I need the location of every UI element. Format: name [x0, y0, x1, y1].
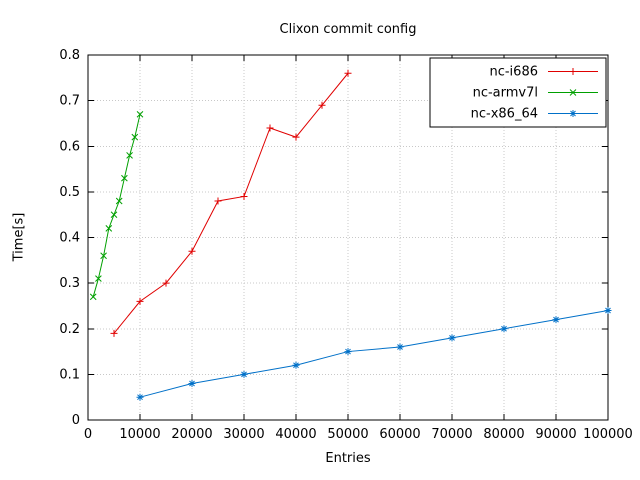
- legend-item-nc-i686: nc-i686: [489, 65, 598, 80]
- data-point-marker: [240, 370, 248, 378]
- data-point-marker: [136, 393, 144, 401]
- data-point-marker: [500, 325, 508, 333]
- y-tick-label: 0.2: [59, 322, 80, 337]
- y-tick-label: 0: [72, 413, 80, 428]
- data-point-marker: [569, 89, 577, 96]
- legend-sample-marker: [569, 110, 577, 117]
- data-point-marker: [292, 133, 300, 141]
- data-point-marker: [344, 69, 352, 77]
- legend-sample-marker: [569, 89, 577, 96]
- data-point-marker: [126, 152, 133, 159]
- y-tick-label: 0.3: [59, 276, 80, 291]
- series-markers-nc-armv7l: [89, 110, 144, 301]
- data-point-marker: [569, 68, 577, 75]
- data-point-marker: [552, 316, 560, 324]
- y-tick-label: 0.6: [59, 139, 80, 154]
- data-point-marker: [266, 124, 274, 132]
- series-markers-nc-x86_64: [136, 307, 612, 401]
- legend-sample-marker: [569, 68, 577, 75]
- legend-label: nc-x86_64: [471, 107, 538, 122]
- data-point-marker: [318, 101, 326, 109]
- data-point-marker: [292, 361, 300, 369]
- x-tick-label: 50000: [327, 427, 368, 442]
- x-tick-label: 0: [84, 427, 92, 442]
- x-tick-label: 70000: [431, 427, 472, 442]
- data-point-marker: [100, 252, 107, 260]
- x-tick-label: 10000: [119, 427, 160, 442]
- legend-item-nc-armv7l: nc-armv7l: [473, 86, 598, 101]
- x-tick-label: 100000: [583, 427, 633, 442]
- data-point-marker: [448, 334, 456, 342]
- data-point-marker: [121, 174, 128, 182]
- series-markers-nc-i686: [110, 69, 352, 337]
- data-point-marker: [89, 293, 97, 301]
- y-tick-label: 0.7: [59, 94, 80, 109]
- data-point-marker: [240, 192, 248, 200]
- x-tick-label: 60000: [379, 427, 420, 442]
- data-point-marker: [95, 275, 102, 282]
- y-tick-label: 0.1: [59, 367, 80, 382]
- x-tick-label: 40000: [275, 427, 316, 442]
- data-point-marker: [188, 380, 196, 387]
- data-point-marker: [569, 110, 577, 117]
- x-tick-label: 90000: [535, 427, 576, 442]
- x-axis-label: Entries: [325, 451, 371, 466]
- data-point-marker: [396, 343, 404, 351]
- y-tick-label: 0.4: [59, 231, 80, 246]
- series-line-nc-i686: [113, 72, 349, 334]
- x-tick-label: 20000: [171, 427, 212, 442]
- x-tick-label: 30000: [223, 427, 264, 442]
- series-line-nc-x86_64: [139, 310, 609, 398]
- data-point-marker: [344, 348, 352, 356]
- x-tick-label: 80000: [483, 427, 524, 442]
- data-point-marker: [115, 197, 123, 205]
- data-point-marker: [188, 247, 196, 255]
- data-point-marker: [110, 211, 118, 219]
- legend-item-nc-x86_64: nc-x86_64: [471, 107, 598, 122]
- data-point-marker: [604, 307, 612, 314]
- y-tick-label: 0.5: [59, 185, 80, 200]
- data-point-marker: [110, 329, 118, 337]
- y-axis-label: Time[s]: [11, 212, 27, 262]
- data-point-marker: [131, 133, 139, 141]
- y-tick-label: 0.8: [59, 48, 80, 63]
- data-point-marker: [136, 297, 144, 305]
- data-point-marker: [214, 197, 222, 205]
- series-line-nc-armv7l: [92, 114, 141, 297]
- data-point-marker: [105, 225, 113, 232]
- legend-label: nc-i686: [489, 65, 538, 80]
- legend-label: nc-armv7l: [473, 86, 538, 101]
- data-point-marker: [162, 279, 170, 287]
- data-point-marker: [136, 110, 144, 118]
- chart-title: Clixon commit config: [279, 22, 417, 37]
